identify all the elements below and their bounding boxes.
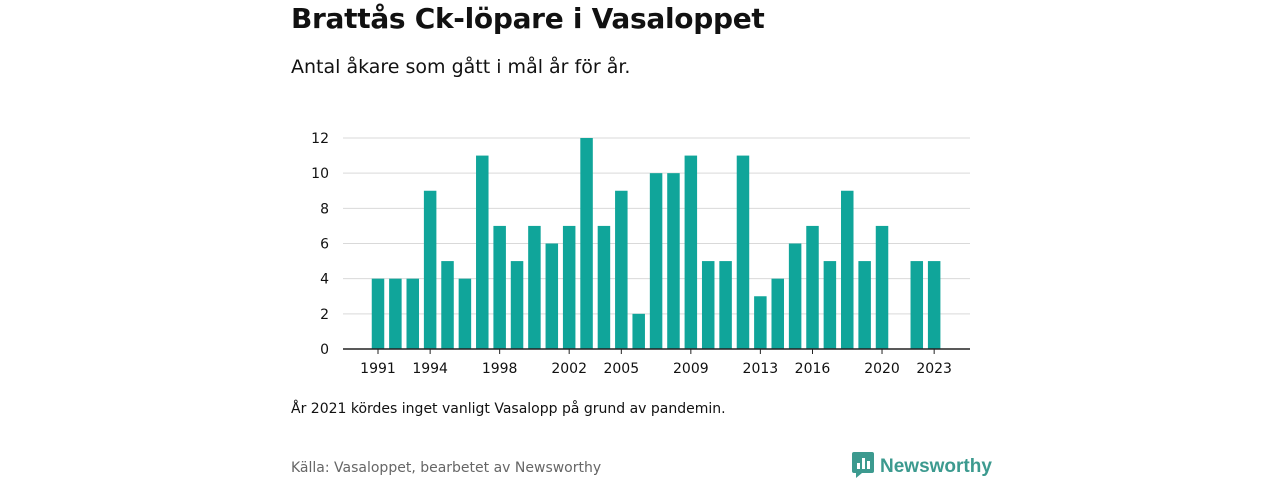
y-tick-label: 2 (320, 307, 329, 323)
bar-2000[interactable] (528, 225, 541, 349)
bar-1991[interactable] (371, 278, 385, 349)
footnote: År 2021 kördes inget vanligt Vasalopp på… (291, 401, 726, 417)
brand-name: Newsworthy (880, 456, 992, 477)
y-axis-tick-labels: 0 2 4 6 8 10 12 (311, 131, 329, 358)
bar-2004[interactable] (597, 225, 611, 349)
bar-1995[interactable] (441, 261, 454, 349)
bar-1994[interactable] (423, 190, 437, 349)
x-tick-label: 2016 (795, 361, 831, 377)
bar-1996[interactable] (458, 278, 472, 349)
y-tick-label: 0 (320, 342, 329, 358)
source-text: Källa: Vasaloppet, bearbetet av Newswort… (291, 460, 602, 476)
bars (371, 138, 941, 350)
y-tick-label: 10 (311, 166, 329, 182)
y-tick-label: 6 (320, 237, 329, 253)
x-tick-label: 2009 (673, 361, 709, 377)
bar-2019[interactable] (858, 261, 871, 349)
newsworthy-logo-icon (852, 452, 874, 482)
bar-2011[interactable] (719, 261, 732, 349)
bar-2007[interactable] (649, 173, 663, 349)
x-tick-label: 2002 (551, 361, 587, 377)
bar-2002[interactable] (562, 225, 576, 349)
x-tick-label: 2005 (603, 361, 639, 377)
x-tick-label: 1998 (482, 361, 518, 377)
bar-2008[interactable] (667, 173, 680, 349)
x-tick-label: 2020 (864, 361, 900, 377)
bar-2006[interactable] (632, 313, 645, 349)
bar-2010[interactable] (701, 261, 715, 349)
x-tick-label: 1994 (412, 361, 448, 377)
chart-title: Brattås Ck-löpare i Vasaloppet (291, 2, 765, 35)
x-tick-label: 2023 (916, 361, 952, 377)
x-tick-label: 2013 (743, 361, 779, 377)
bar-2020[interactable] (875, 225, 889, 349)
y-tick-label: 4 (320, 272, 329, 288)
x-axis-ticks: 1991 1994 1998 2002 2005 2009 2013 2016 2020 2023 (360, 349, 952, 377)
bar-2012[interactable] (736, 155, 750, 349)
bar-2001[interactable] (545, 243, 559, 350)
bar-2009[interactable] (684, 155, 698, 349)
bar-2016[interactable] (806, 225, 819, 349)
bar-1998[interactable] (493, 225, 506, 349)
bar-1993[interactable] (406, 278, 420, 349)
y-tick-label: 12 (311, 131, 329, 147)
bar-2003[interactable] (580, 138, 593, 349)
y-tick-label: 8 (320, 201, 329, 217)
x-tick-label: 1991 (360, 361, 396, 377)
bar-2022[interactable] (910, 261, 924, 349)
bar-1999[interactable] (510, 261, 524, 349)
chart-subtitle: Antal åkare som gått i mål år för år. (291, 56, 631, 78)
bar-1992[interactable] (389, 278, 402, 349)
bar-1997[interactable] (476, 155, 489, 349)
bar-2023[interactable] (927, 261, 941, 349)
bar-2017[interactable] (823, 261, 837, 349)
bar-2015[interactable] (788, 243, 802, 350)
bar-2005[interactable] (615, 190, 628, 349)
bar-2018[interactable] (841, 190, 854, 349)
newsworthy-brand[interactable]: Newsworthy (852, 452, 992, 482)
bar-2013[interactable] (754, 296, 767, 349)
bar-2014[interactable] (771, 278, 784, 349)
